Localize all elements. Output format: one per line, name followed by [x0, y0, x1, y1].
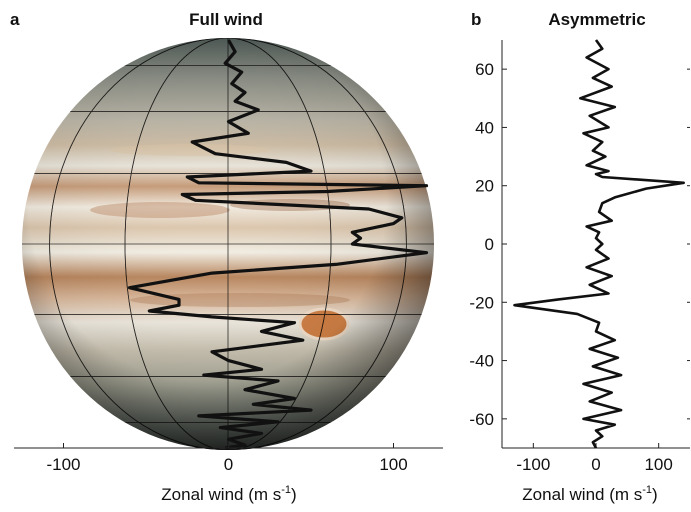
- y-tick-label: -60: [469, 410, 494, 429]
- panel-b-xlabel: Zonal wind (m s-1): [522, 484, 657, 504]
- panel-a-xlabel: Zonal wind (m s-1): [161, 484, 296, 504]
- x-tick-label: 100: [379, 455, 407, 474]
- full-wind-line: [127, 39, 429, 450]
- panel-a-title: Full wind: [189, 10, 263, 29]
- x-tick-label: -100: [516, 455, 550, 474]
- y-tick-label: 40: [475, 118, 494, 137]
- panel-b-plot: 60 40 20 0 -20 -40 -60 -100 0 100: [469, 39, 690, 474]
- x-tick-label: 100: [644, 455, 672, 474]
- y-tick-label: 60: [475, 60, 494, 79]
- panel-a-plot: -100 0 100: [14, 39, 443, 474]
- x-tick-label: 0: [224, 455, 233, 474]
- x-tick-label: 0: [591, 455, 600, 474]
- y-tick-label: 20: [475, 177, 494, 196]
- asymmetric-wind-line: [513, 39, 685, 449]
- y-tick-label: -20: [469, 293, 494, 312]
- panel-b-title: Asymmetric: [548, 10, 645, 29]
- jupiter-globe: [22, 38, 434, 450]
- x-tick-label: -100: [46, 455, 80, 474]
- panel-b-letter: b: [471, 10, 481, 29]
- panel-a-letter: a: [10, 10, 20, 29]
- y-tick-label: -40: [469, 352, 494, 371]
- y-tick-label: 0: [485, 235, 494, 254]
